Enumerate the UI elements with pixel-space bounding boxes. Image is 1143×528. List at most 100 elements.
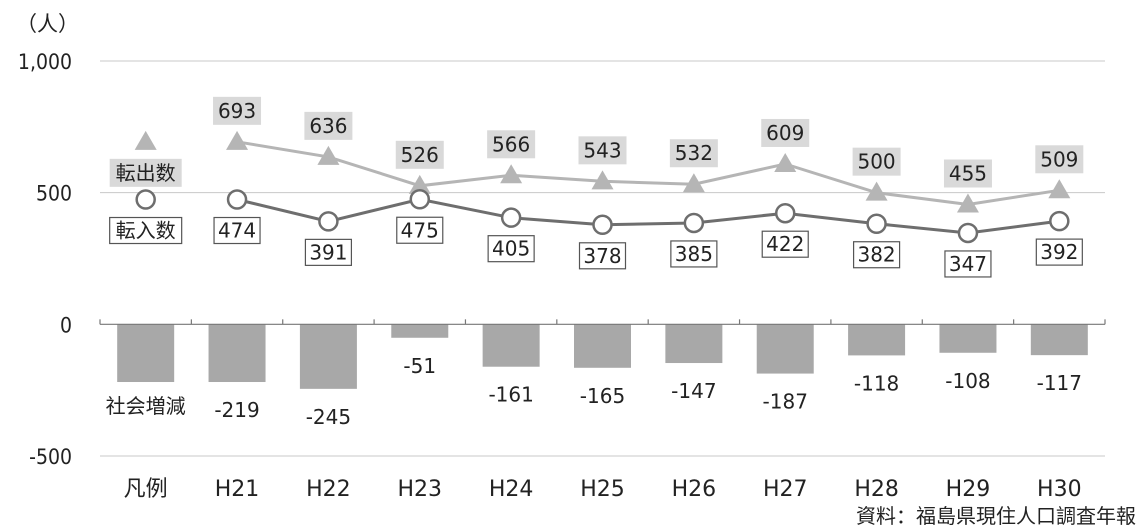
x-tick-label: H23 <box>397 477 442 502</box>
series-lines <box>134 130 1071 244</box>
label-social-change: -51 <box>403 354 436 378</box>
label-inflow-box <box>213 216 261 245</box>
x-tick-label-legend: 凡例 <box>124 477 168 502</box>
label-inflow-box <box>578 242 627 270</box>
label-inflow: 474 <box>213 216 261 245</box>
legend-inflow-label-box <box>109 216 183 245</box>
label-inflow: 385 <box>670 240 718 268</box>
x-tick-label: H30 <box>1037 477 1082 502</box>
bar-social-change <box>391 324 449 338</box>
label-inflow-text: 347 <box>949 252 987 276</box>
y-tick-label: 500 <box>36 182 72 206</box>
label-outflow-bg <box>943 159 992 188</box>
bar-social-change <box>939 324 997 353</box>
label-inflow-box <box>1035 238 1083 266</box>
bar-social-change <box>756 324 814 374</box>
label-outflow-text: 500 <box>857 150 895 174</box>
label-outflow: 455 <box>943 159 992 188</box>
bar-social-change <box>482 324 540 367</box>
point-inflow <box>318 211 339 232</box>
bar-social-change <box>574 324 631 368</box>
point-inflow <box>774 202 796 224</box>
label-outflow: 636 <box>304 111 353 140</box>
label-inflow-text: 405 <box>492 237 530 261</box>
axes: 1,000 500 0 -500 凡例 H21 H22 H23 H24 H25 H26 H27 H28 H… <box>18 50 1106 502</box>
gridlines <box>100 60 1105 457</box>
label-outflow-text: 532 <box>675 141 713 165</box>
label-inflow-text: 422 <box>766 232 804 256</box>
label-inflow-box <box>487 235 535 263</box>
label-inflow-text: 378 <box>583 244 621 268</box>
label-social-change: -117 <box>1037 371 1082 395</box>
label-outflow: 543 <box>578 136 627 165</box>
point-outflow <box>317 145 340 165</box>
label-outflow-bg <box>395 140 444 169</box>
legend-outflow-label: 転出数 <box>109 158 182 187</box>
x-tick-label: H28 <box>854 477 899 502</box>
legend-outflow-label-text: 転出数 <box>116 161 176 185</box>
point-outflow <box>500 164 523 184</box>
label-inflow: 347 <box>944 250 992 278</box>
line-inflow <box>236 197 1060 235</box>
label-inflow-text: 385 <box>675 242 713 266</box>
label-outflow-bg <box>578 136 627 165</box>
x-tick-label: H27 <box>763 477 808 502</box>
label-outflow-bg <box>304 111 353 140</box>
label-outflow: 609 <box>761 118 810 147</box>
y-tick-label: -500 <box>29 445 72 469</box>
y-tick-label: 1,000 <box>18 50 72 74</box>
point-outflow <box>1048 179 1071 199</box>
label-outflow: 693 <box>213 96 262 125</box>
label-inflow: 382 <box>852 241 901 269</box>
point-inflow <box>409 189 431 210</box>
label-outflow-text: 636 <box>309 114 347 138</box>
label-outflow-bg <box>761 118 810 147</box>
label-inflow: 422 <box>761 230 809 258</box>
y-tick-label: 0 <box>60 313 72 337</box>
label-inflow-box <box>852 241 901 269</box>
label-social-change: -245 <box>306 405 351 429</box>
bar-social-change <box>665 324 723 364</box>
label-social-change: -219 <box>214 398 259 422</box>
bar-social-change <box>208 324 266 383</box>
label-outflow-text: 509 <box>1040 147 1078 171</box>
label-inflow-box <box>396 216 444 244</box>
point-outflow <box>865 181 888 201</box>
x-tick-label: H21 <box>215 477 260 502</box>
x-tick-label: H25 <box>580 477 625 502</box>
x-tick-label: H22 <box>306 477 351 502</box>
label-inflow: 405 <box>487 235 535 263</box>
label-inflow-text: 391 <box>309 240 347 264</box>
label-outflow-text: 526 <box>401 143 439 167</box>
label-outflow-bg <box>669 139 718 168</box>
label-outflow-text: 566 <box>492 132 530 156</box>
label-outflow-text: 609 <box>766 121 804 145</box>
label-inflow-text: 382 <box>857 243 895 267</box>
point-outflow <box>226 130 249 150</box>
label-social-change: -165 <box>580 384 625 408</box>
point-outflow <box>774 152 797 172</box>
label-social-change: -187 <box>763 390 808 414</box>
point-inflow <box>592 214 613 236</box>
label-outflow: 509 <box>1035 145 1084 174</box>
legend-triangle-marker <box>134 130 157 150</box>
label-inflow-box <box>761 230 809 258</box>
point-outflow <box>956 193 979 213</box>
label-inflow: 392 <box>1035 238 1083 266</box>
legend-outflow-label-bg <box>109 158 182 187</box>
label-outflow-bg <box>1035 145 1084 174</box>
bar-social-change <box>299 324 357 389</box>
label-inflow: 391 <box>304 238 353 266</box>
point-inflow <box>683 212 705 234</box>
label-inflow: 475 <box>396 216 444 244</box>
legend-inflow-label-text: 転入数 <box>116 219 176 243</box>
label-social-change: -118 <box>854 371 899 395</box>
label-inflow-text: 474 <box>218 219 256 243</box>
line-outflow <box>236 140 1060 207</box>
label-inflow-box <box>944 250 992 278</box>
label-inflow: 378 <box>578 242 627 270</box>
point-inflow <box>1049 210 1070 232</box>
legend-social-change-label: 社会増減 <box>106 394 186 418</box>
